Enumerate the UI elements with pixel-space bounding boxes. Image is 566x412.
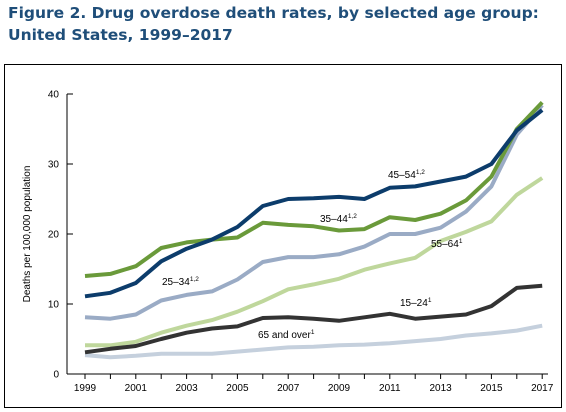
series-label-footnote: 1 <box>428 297 432 304</box>
series-label-name: 45–54 <box>388 170 416 181</box>
series-label-name: 25–34 <box>162 277 190 288</box>
x-tick-label: 2015 <box>480 383 503 394</box>
series-label-5: 65 and over1 <box>258 329 315 341</box>
series-line-3 <box>85 176 544 348</box>
series-label-footnote: 1 <box>311 329 315 336</box>
x-tick-label: 2013 <box>429 383 452 394</box>
x-tick-label: 2011 <box>379 383 401 394</box>
x-tick-label: 2007 <box>277 383 300 394</box>
x-tick-label: 2017 <box>531 383 554 394</box>
series-label-footnote: 1 <box>459 238 463 245</box>
chart-series-lines <box>84 101 544 360</box>
x-tick-label: 2005 <box>226 383 249 394</box>
x-tick-label: 2003 <box>175 383 198 394</box>
y-tick-label: 10 <box>48 300 60 311</box>
series-line-1 <box>84 101 544 278</box>
series-line-5 <box>84 323 543 360</box>
series-label-4: 15–241 <box>400 297 432 309</box>
chart-frame <box>4 64 562 408</box>
x-tick-label: 2009 <box>328 383 351 394</box>
series-label-name: 35–44 <box>320 214 348 225</box>
series-label-2: 25–341,2 <box>162 276 199 288</box>
series-label-0: 45–541,2 <box>388 169 425 181</box>
series-label-footnote: 1,2 <box>190 276 199 283</box>
x-tick-label: 2001 <box>125 383 148 394</box>
y-tick-label: 0 <box>53 370 59 381</box>
series-label-name: 15–24 <box>400 298 428 309</box>
x-tick-label: 1999 <box>74 383 97 394</box>
series-label-name: 55–64 <box>431 239 459 250</box>
series-label-footnote: 1,2 <box>416 169 425 176</box>
y-tick-label: 40 <box>48 90 60 101</box>
series-label-3: 55–641 <box>431 238 463 250</box>
figure-title: Figure 2. Drug overdose death rates, by … <box>8 2 539 46</box>
series-line-4 <box>84 283 543 355</box>
series-label-name: 65 and over <box>258 330 311 341</box>
series-label-footnote: 1,2 <box>348 213 357 220</box>
figure-title-line1: Figure 2. Drug overdose death rates, by … <box>8 4 539 22</box>
y-tick-label: 30 <box>48 160 60 171</box>
series-line-2 <box>84 103 544 321</box>
figure-title-line2: United States, 1999–2017 <box>8 26 233 44</box>
y-tick-label: 20 <box>48 230 60 241</box>
series-line-0 <box>84 108 544 299</box>
chart-axes: 0 10 20 30 40 1999 2001 2003 2005 2007 2009 2011 201… <box>22 90 554 395</box>
y-axis-label: Deaths per 100,000 population <box>22 166 33 303</box>
series-label-1: 35–441,2 <box>320 213 357 225</box>
